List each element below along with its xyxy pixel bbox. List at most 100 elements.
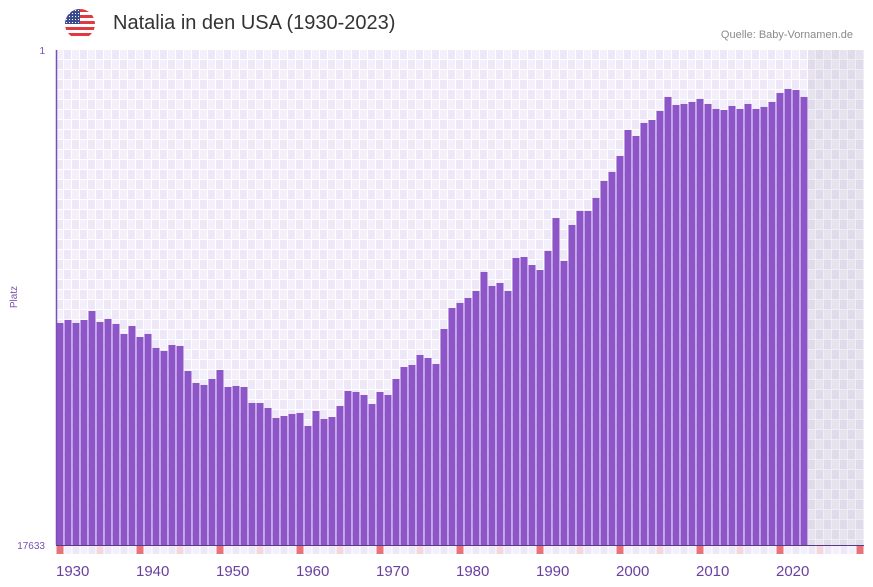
year-marker-1996 <box>584 546 592 554</box>
year-marker-2010 <box>696 546 704 554</box>
year-marker-1947 <box>192 546 200 554</box>
year-marker-1951 <box>224 546 232 554</box>
year-marker-1985 <box>496 546 504 554</box>
year-marker-2014 <box>728 546 736 554</box>
bar-1934 <box>88 310 96 545</box>
year-marker-1977 <box>432 546 440 554</box>
bar-2019 <box>768 101 776 545</box>
year-marker-1949 <box>208 546 216 554</box>
year-marker-2013 <box>720 546 728 554</box>
year-marker-1961 <box>304 546 312 554</box>
bar-2018 <box>760 106 768 545</box>
bar-1954 <box>248 403 256 545</box>
x-tick-label-1990: 1990 <box>536 563 569 580</box>
year-marker-2011 <box>704 546 712 554</box>
bar-2014 <box>728 105 736 546</box>
year-marker-1971 <box>384 546 392 554</box>
bar-2003 <box>640 122 648 546</box>
year-marker-2029 <box>848 546 856 554</box>
year-marker-2024 <box>808 546 816 554</box>
year-marker-1993 <box>560 546 568 554</box>
bar-2017 <box>752 108 760 545</box>
bar-1955 <box>256 403 264 545</box>
bar-1961 <box>304 425 312 545</box>
bar-1941 <box>144 333 152 545</box>
y-tick-label-top: 1 <box>39 46 45 57</box>
bar-1974 <box>408 364 416 545</box>
bar-1996 <box>584 210 592 545</box>
x-tick-label-2010: 2010 <box>696 563 729 580</box>
year-marker-1968 <box>360 546 368 554</box>
year-marker-1933 <box>80 546 88 554</box>
year-marker-1972 <box>392 546 400 554</box>
year-marker-2023 <box>800 546 808 554</box>
year-marker-1962 <box>312 546 320 554</box>
bar-2000 <box>616 155 624 545</box>
bar-1947 <box>192 382 200 545</box>
bar-1952 <box>232 385 240 545</box>
year-marker-1956 <box>264 546 272 554</box>
bar-1985 <box>496 282 504 545</box>
bar-1989 <box>528 264 536 545</box>
bar-1938 <box>120 333 128 545</box>
bar-2008 <box>680 103 688 546</box>
year-marker-1952 <box>232 546 240 554</box>
bar-1932 <box>72 322 80 545</box>
y-axis-title: Platz <box>9 286 20 308</box>
year-marker-1990 <box>536 546 544 554</box>
bar-1966 <box>344 390 352 545</box>
bar-1965 <box>336 406 344 545</box>
bar-1944 <box>168 345 176 545</box>
year-marker-1994 <box>568 546 576 554</box>
year-marker-1967 <box>352 546 360 554</box>
year-marker-1960 <box>296 546 304 554</box>
page-title: Natalia in den USA (1930-2023) <box>113 12 396 34</box>
bar-1991 <box>544 250 552 546</box>
bar-2015 <box>736 108 744 545</box>
bar-1942 <box>152 347 160 545</box>
year-marker-1979 <box>448 546 456 554</box>
year-marker-1963 <box>320 546 328 554</box>
year-marker-2017 <box>752 546 760 554</box>
bar-1962 <box>312 411 320 545</box>
bar-2022 <box>792 89 800 546</box>
bar-2009 <box>688 101 696 545</box>
year-marker-2009 <box>688 546 696 554</box>
bar-1990 <box>536 269 544 545</box>
bar-2005 <box>656 110 664 546</box>
bar-1949 <box>208 378 216 545</box>
bar-1948 <box>200 384 208 545</box>
x-tick-label-2020: 2020 <box>776 563 809 580</box>
year-marker-2026 <box>824 546 832 554</box>
year-marker-2007 <box>672 546 680 554</box>
year-marker-1995 <box>576 546 584 554</box>
year-marker-2008 <box>680 546 688 554</box>
bar-1953 <box>240 386 248 545</box>
year-marker-1964 <box>328 546 336 554</box>
bar-1970 <box>376 391 384 545</box>
year-marker-1941 <box>144 546 152 554</box>
year-marker-1999 <box>608 546 616 554</box>
x-tick-label-2000: 2000 <box>616 563 649 580</box>
bar-2016 <box>744 103 752 546</box>
year-marker-2015 <box>736 546 744 554</box>
bar-2021 <box>784 88 792 546</box>
bar-2020 <box>776 92 784 545</box>
year-marker-1998 <box>600 546 608 554</box>
bar-1951 <box>224 386 232 545</box>
year-marker-1987 <box>512 546 520 554</box>
year-marker-1989 <box>528 546 536 554</box>
year-marker-2016 <box>744 546 752 554</box>
year-marker-1988 <box>520 546 528 554</box>
year-marker-1981 <box>464 546 472 554</box>
x-tick-label-1980: 1980 <box>456 563 489 580</box>
bar-1957 <box>272 417 280 545</box>
year-marker-1978 <box>440 546 448 554</box>
bar-1992 <box>552 217 560 545</box>
year-marker-1945 <box>176 546 184 554</box>
bar-1979 <box>448 307 456 545</box>
year-marker-1948 <box>200 546 208 554</box>
bar-1958 <box>280 416 288 545</box>
year-marker-1954 <box>248 546 256 554</box>
bar-1935 <box>96 321 104 545</box>
